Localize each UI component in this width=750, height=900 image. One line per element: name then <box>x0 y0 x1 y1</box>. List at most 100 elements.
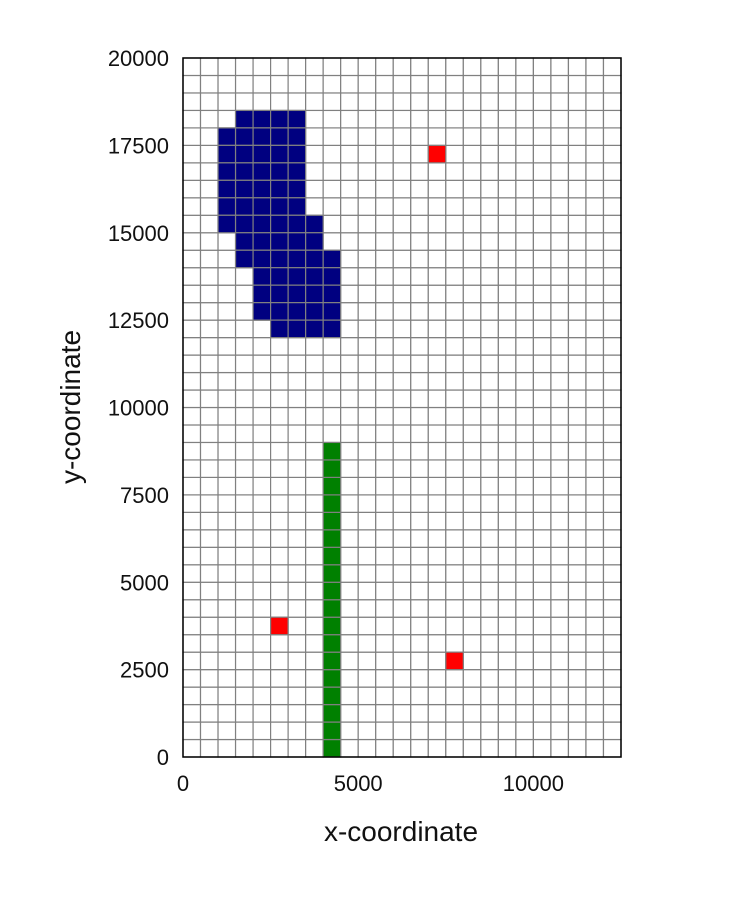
grid-cell <box>340 284 359 304</box>
grid-cell <box>550 721 570 741</box>
grid-cell <box>357 511 377 531</box>
grid-cell <box>375 476 394 496</box>
grid-cell <box>427 546 447 566</box>
grid-cell <box>515 354 535 374</box>
grid-cell <box>287 546 307 566</box>
zone-a-cell <box>217 179 237 199</box>
zone-b-cell <box>322 669 342 688</box>
grid-cell <box>497 197 517 216</box>
grid-cell <box>217 634 237 653</box>
grid-cell <box>392 441 412 461</box>
grid-cell <box>480 162 499 181</box>
grid-cell <box>515 546 535 566</box>
grid-cell <box>497 371 517 391</box>
grid-cell <box>340 337 359 356</box>
grid-cell <box>427 424 447 444</box>
grid-cell <box>497 651 517 671</box>
grid-cell <box>515 599 535 618</box>
grid-cell <box>375 354 394 374</box>
grid-cell <box>270 424 289 444</box>
grid-cell <box>357 214 377 234</box>
grid-cell <box>427 581 447 601</box>
grid-cell <box>567 197 587 216</box>
zone-a-cell <box>305 214 324 234</box>
zone-b-cell <box>322 441 342 461</box>
grid-cell <box>199 651 219 671</box>
zone-a-cell <box>217 214 237 234</box>
grid-cell <box>375 546 394 566</box>
grid-cell <box>305 337 324 356</box>
grid-cell <box>199 703 219 723</box>
grid-cell <box>567 267 587 286</box>
grid-cell <box>602 738 622 758</box>
grid-cell <box>305 686 324 706</box>
grid-cell <box>567 406 587 426</box>
grid-cell <box>287 511 307 531</box>
zone-a-cell <box>287 302 307 321</box>
zone-a-cell <box>234 232 254 251</box>
grid-cell <box>445 389 464 409</box>
grid-cell <box>199 634 219 653</box>
grid-cell <box>392 302 412 321</box>
grid-cell <box>392 424 412 444</box>
grid-cell <box>340 738 359 758</box>
grid-cell <box>480 57 499 77</box>
grid-cell <box>252 476 272 496</box>
zone-b-cell <box>322 476 342 496</box>
points-layer <box>270 144 464 671</box>
grid-cell <box>340 546 359 566</box>
grid-cell <box>234 406 254 426</box>
grid-cell <box>357 337 377 356</box>
grid-cell <box>410 127 429 146</box>
grid-cell <box>252 406 272 426</box>
grid-cell <box>550 337 570 356</box>
grid-cell <box>462 738 482 758</box>
grid-cell <box>567 214 587 234</box>
grid-cell <box>532 232 552 251</box>
grid-cell <box>270 389 289 409</box>
zone-a-cell <box>305 232 324 251</box>
grid-cell <box>515 249 535 269</box>
grid-cell <box>305 371 324 391</box>
grid-cell <box>567 302 587 321</box>
grid-cell <box>410 511 429 531</box>
grid-cell <box>340 494 359 513</box>
grid-cell <box>287 494 307 513</box>
grid-cell <box>410 581 429 601</box>
zone-a-cell <box>270 144 289 164</box>
grid-cell <box>375 459 394 478</box>
zone-a-cell <box>287 319 307 339</box>
grid-cell <box>357 494 377 513</box>
grid-cell <box>270 546 289 566</box>
grid-cell <box>427 214 447 234</box>
grid-cell <box>445 232 464 251</box>
grid-cell <box>497 494 517 513</box>
grid-cell <box>550 284 570 304</box>
grid-cell <box>585 179 605 199</box>
grid-cell <box>182 599 202 618</box>
zone-b-cell <box>322 529 342 548</box>
grid-cell <box>445 669 464 688</box>
grid-cell <box>567 179 587 199</box>
grid-cell <box>234 721 254 741</box>
grid-cell <box>252 319 272 339</box>
grid-cell <box>199 721 219 741</box>
grid-cell <box>234 354 254 374</box>
grid-cell <box>567 494 587 513</box>
grid-cell <box>252 371 272 391</box>
grid-cell <box>199 511 219 531</box>
grid-cell <box>375 371 394 391</box>
zone-a-cell <box>270 267 289 286</box>
grid-cell <box>585 616 605 636</box>
grid-cell <box>182 564 202 583</box>
grid-cell <box>410 669 429 688</box>
grid-cell <box>182 144 202 164</box>
grid-cell <box>585 57 605 77</box>
grid-cell <box>410 476 429 496</box>
grid-cell <box>427 371 447 391</box>
zone-a-cell <box>252 127 272 146</box>
grid-cell <box>497 267 517 286</box>
grid-cell <box>287 738 307 758</box>
grid-cell <box>550 546 570 566</box>
grid-cell <box>462 337 482 356</box>
